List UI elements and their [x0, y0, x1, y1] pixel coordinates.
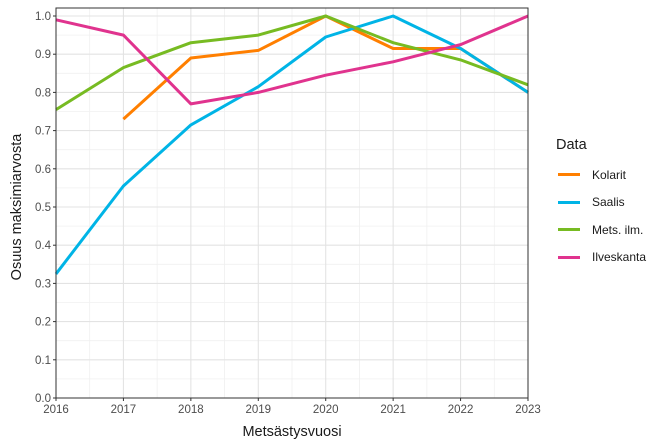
svg-text:0.2: 0.2: [35, 317, 51, 329]
svg-text:2017: 2017: [111, 404, 137, 416]
svg-text:0.9: 0.9: [35, 49, 51, 61]
axes: 2016 2017 2018 2019 2020 2021 2022 2023 0.0 0.1 0.…: [35, 7, 541, 416]
svg-text:0.4: 0.4: [35, 240, 52, 252]
y-axis-label: Osuus maksimiarvosta: [9, 133, 25, 281]
legend-key-icon: [558, 173, 580, 177]
legend-item-kolarit: Kolarit: [556, 161, 646, 189]
legend-key-icon: [558, 200, 580, 204]
svg-text:2022: 2022: [448, 404, 474, 416]
legend-label: Mets. ilm.: [592, 222, 644, 237]
svg-text:2018: 2018: [178, 404, 204, 416]
svg-text:0.1: 0.1: [35, 355, 51, 367]
svg-text:2019: 2019: [245, 404, 271, 416]
svg-text:0.0: 0.0: [35, 393, 51, 405]
svg-text:2021: 2021: [380, 404, 406, 416]
legend-key-icon: [558, 255, 580, 259]
legend-item-saalis: Saalis: [556, 189, 646, 217]
svg-text:2016: 2016: [43, 404, 69, 416]
legend-item-mets-ilm: Mets. ilm.: [556, 216, 646, 244]
svg-text:2020: 2020: [313, 404, 339, 416]
legend: Data Kolarit Saalis Mets. ilm. Ilveskant…: [556, 137, 646, 271]
data-lines: [54, 14, 529, 275]
x-axis-label: Metsästysvuosi: [242, 424, 341, 440]
svg-text:2023: 2023: [515, 404, 541, 416]
svg-text:0.6: 0.6: [35, 164, 51, 176]
legend-label: Kolarit: [592, 167, 627, 182]
svg-text:0.3: 0.3: [35, 278, 51, 290]
svg-text:0.5: 0.5: [35, 202, 51, 214]
svg-text:1.0: 1.0: [35, 11, 51, 23]
legend-label: Saalis: [592, 195, 625, 210]
legend-label: Ilveskanta: [592, 250, 647, 265]
legend-title: Data: [556, 137, 587, 153]
legend-key-icon: [558, 228, 580, 232]
legend-item-ilveskanta: Ilveskanta: [556, 244, 646, 272]
svg-text:0.8: 0.8: [35, 87, 51, 99]
svg-text:0.7: 0.7: [35, 126, 51, 138]
